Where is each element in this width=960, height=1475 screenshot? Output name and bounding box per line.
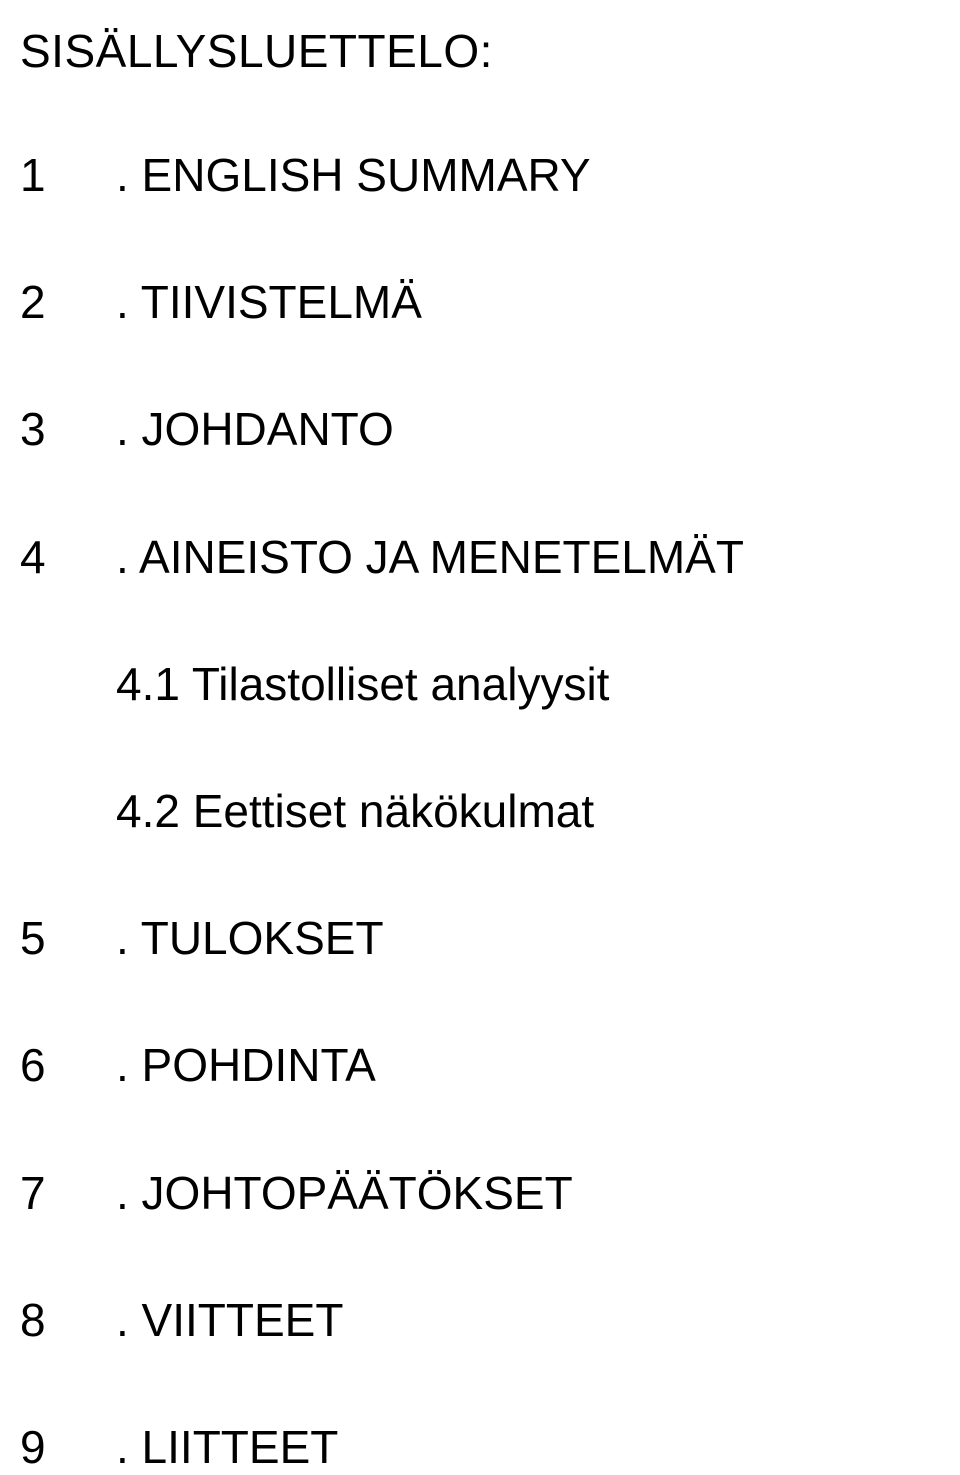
toc-item-num: 5	[20, 911, 116, 966]
toc-item-num: 2	[20, 275, 116, 330]
toc-item-num: 8	[20, 1293, 116, 1348]
toc-item-num: 1	[20, 148, 116, 203]
toc-spacer	[20, 784, 116, 839]
toc-item-label: . POHDINTA	[116, 1038, 940, 1093]
toc-subitem-label: 4.2 Eettiset näkökulmat	[116, 784, 940, 839]
toc-item-label: . VIITTEET	[116, 1293, 940, 1348]
toc-item-num: 7	[20, 1166, 116, 1221]
toc-subitem-label: 4.1 Tilastolliset analyysit	[116, 657, 940, 712]
toc-heading: SISÄLLYSLUETTELO:	[20, 24, 940, 78]
toc-item-num: 3	[20, 402, 116, 457]
document-page: SISÄLLYSLUETTELO: 1 . ENGLISH SUMMARY 2 …	[0, 0, 960, 1475]
toc-item-label: . AINEISTO JA MENETELMÄT	[116, 530, 940, 585]
toc-item-label: . JOHDANTO	[116, 402, 940, 457]
toc-item-num: 9	[20, 1420, 116, 1475]
toc-item-label: . ENGLISH SUMMARY	[116, 148, 940, 203]
toc-item-label: . JOHTOPÄÄTÖKSET	[116, 1166, 940, 1221]
toc-item-num: 4	[20, 530, 116, 585]
toc-item-num: 6	[20, 1038, 116, 1093]
toc-spacer	[20, 657, 116, 712]
toc-item-label: . TULOKSET	[116, 911, 940, 966]
toc-item-label: . LIITTEET	[116, 1420, 940, 1475]
toc-item-label: . TIIVISTELMÄ	[116, 275, 940, 330]
toc-list: 1 . ENGLISH SUMMARY 2 . TIIVISTELMÄ 3 . …	[20, 148, 940, 1475]
